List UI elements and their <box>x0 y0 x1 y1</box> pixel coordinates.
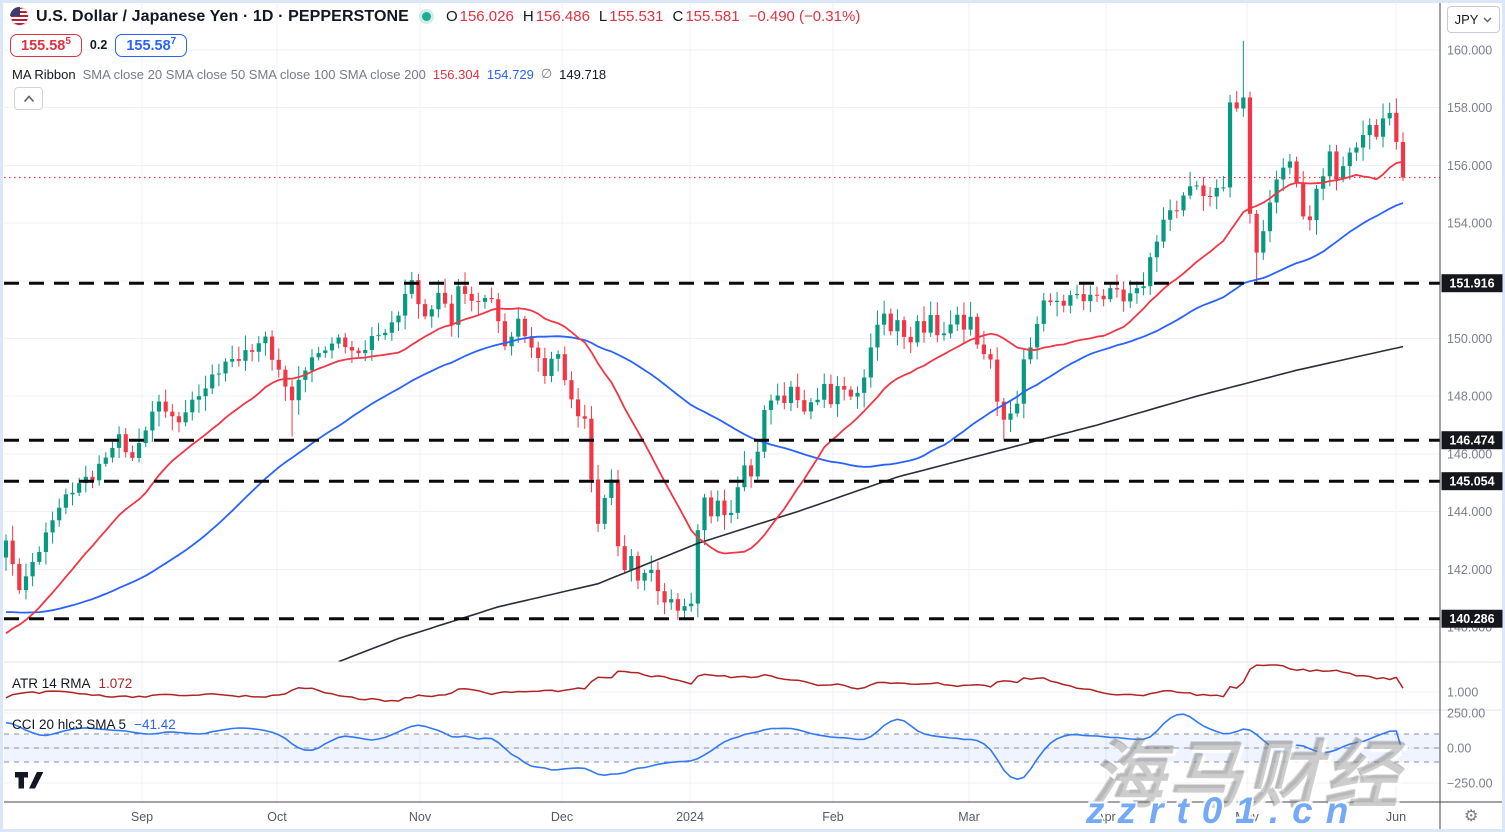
ma-ribbon-name: MA Ribbon <box>12 66 76 82</box>
svg-text:146.000: 146.000 <box>1447 447 1492 461</box>
cci-line <box>5 713 1404 781</box>
svg-text:0.00: 0.00 <box>1447 742 1471 756</box>
svg-text:May: May <box>1235 810 1259 824</box>
sma50-value: 154.729 <box>486 66 534 82</box>
svg-text:142.000: 142.000 <box>1447 563 1492 577</box>
svg-text:154.000: 154.000 <box>1447 217 1492 231</box>
price-axis[interactable]: 160.000158.000156.000154.000152.000150.0… <box>1441 44 1503 791</box>
low-value: 155.531 <box>609 8 664 25</box>
quote-row: 155.585 0.2 155.587 <box>10 34 188 57</box>
cci-legend[interactable]: CCI 20 hlc3 SMA 5 −41.42 <box>12 717 176 732</box>
cci-title: CCI 20 hlc3 SMA 5 <box>12 717 127 732</box>
cci-value: −41.42 <box>134 717 176 732</box>
tradingview-logo[interactable] <box>14 771 44 790</box>
sma20-line <box>5 160 1404 635</box>
panel-separators <box>4 3 1502 829</box>
svg-text:Apr: Apr <box>1096 810 1115 824</box>
collapse-legend-button[interactable] <box>14 87 43 110</box>
svg-text:140.286: 140.286 <box>1449 612 1494 626</box>
svg-text:146.474: 146.474 <box>1449 434 1494 448</box>
atr-title: ATR 14 RMA <box>12 676 91 691</box>
svg-text:2024: 2024 <box>676 810 704 824</box>
ma-ribbon-legend[interactable]: MA Ribbon SMA close 20 SMA close 50 SMA … <box>12 66 606 82</box>
svg-text:Mar: Mar <box>958 810 980 824</box>
svg-text:148.000: 148.000 <box>1447 390 1492 404</box>
close-label: C <box>672 8 684 25</box>
svg-text:Jun: Jun <box>1386 810 1406 824</box>
open-label: O <box>445 8 458 25</box>
sma100-null-value: ∅ <box>540 66 553 81</box>
ohlc-readout: O 156.026 H 156.486 L 155.531 C 155.581 −0.4… <box>446 8 860 25</box>
change-value: −0.490 (−0.31%) <box>748 8 861 25</box>
chevron-down-icon <box>1483 17 1492 22</box>
high-value: 156.486 <box>535 8 590 25</box>
svg-text:156.000: 156.000 <box>1447 159 1492 173</box>
svg-text:−250.00: −250.00 <box>1447 777 1493 791</box>
currency-unit-button[interactable]: JPY <box>1447 6 1500 33</box>
market-status-dot <box>421 12 431 21</box>
us-flag-icon <box>10 7 29 26</box>
svg-text:158.000: 158.000 <box>1447 101 1492 115</box>
time-axis[interactable]: Sep Oct Nov Dec 2024 Feb Mar Apr May Jun <box>131 810 1406 824</box>
currency-unit-label: JPY <box>1454 12 1479 27</box>
sma200-line <box>338 345 1404 663</box>
svg-text:Feb: Feb <box>822 810 844 824</box>
atr-legend[interactable]: ATR 14 RMA 1.072 <box>12 676 132 691</box>
sma50-line <box>6 202 1404 614</box>
svg-text:150.000: 150.000 <box>1447 332 1492 346</box>
candles-layer[interactable] <box>3 40 1406 620</box>
sma20-value: 156.304 <box>432 66 480 82</box>
sma200-value: 149.718 <box>559 66 607 82</box>
low-label: L <box>598 8 608 25</box>
svg-text:1.000: 1.000 <box>1447 686 1478 700</box>
symbol-title[interactable]: U.S. Dollar / Japanese Yen · 1D · PEPPER… <box>36 7 409 25</box>
atr-value: 1.072 <box>98 676 133 691</box>
svg-text:Oct: Oct <box>267 810 287 824</box>
gear-icon[interactable]: ⚙ <box>1464 808 1479 825</box>
key-levels <box>4 281 1440 621</box>
spread-value: 0.2 <box>89 38 108 53</box>
chevron-up-icon <box>23 94 34 102</box>
high-label: H <box>522 8 534 25</box>
svg-text:144.000: 144.000 <box>1447 505 1492 519</box>
atr-line <box>5 664 1404 703</box>
buy-button[interactable]: 155.587 <box>115 34 188 57</box>
cci-band <box>4 733 1440 763</box>
svg-text:Nov: Nov <box>409 810 432 824</box>
svg-text:160.000: 160.000 <box>1447 44 1492 58</box>
svg-text:250.00: 250.00 <box>1447 707 1485 721</box>
svg-text:Sep: Sep <box>131 810 153 824</box>
open-value: 156.026 <box>459 8 514 25</box>
svg-text:Dec: Dec <box>551 810 573 824</box>
grid-lines <box>4 3 1440 802</box>
sell-button[interactable]: 155.585 <box>10 34 82 57</box>
ma-ribbon-params: SMA close 20 SMA close 50 SMA close 100 … <box>82 66 426 82</box>
svg-text:151.916: 151.916 <box>1449 277 1494 291</box>
close-value: 155.581 <box>685 8 740 25</box>
chart-header: U.S. Dollar / Japanese Yen · 1D · PEPPER… <box>10 7 860 26</box>
svg-text:145.054: 145.054 <box>1449 475 1494 489</box>
